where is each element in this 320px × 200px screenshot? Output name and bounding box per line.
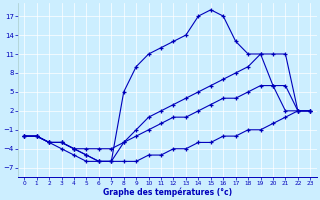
X-axis label: Graphe des températures (°c): Graphe des températures (°c): [103, 187, 232, 197]
